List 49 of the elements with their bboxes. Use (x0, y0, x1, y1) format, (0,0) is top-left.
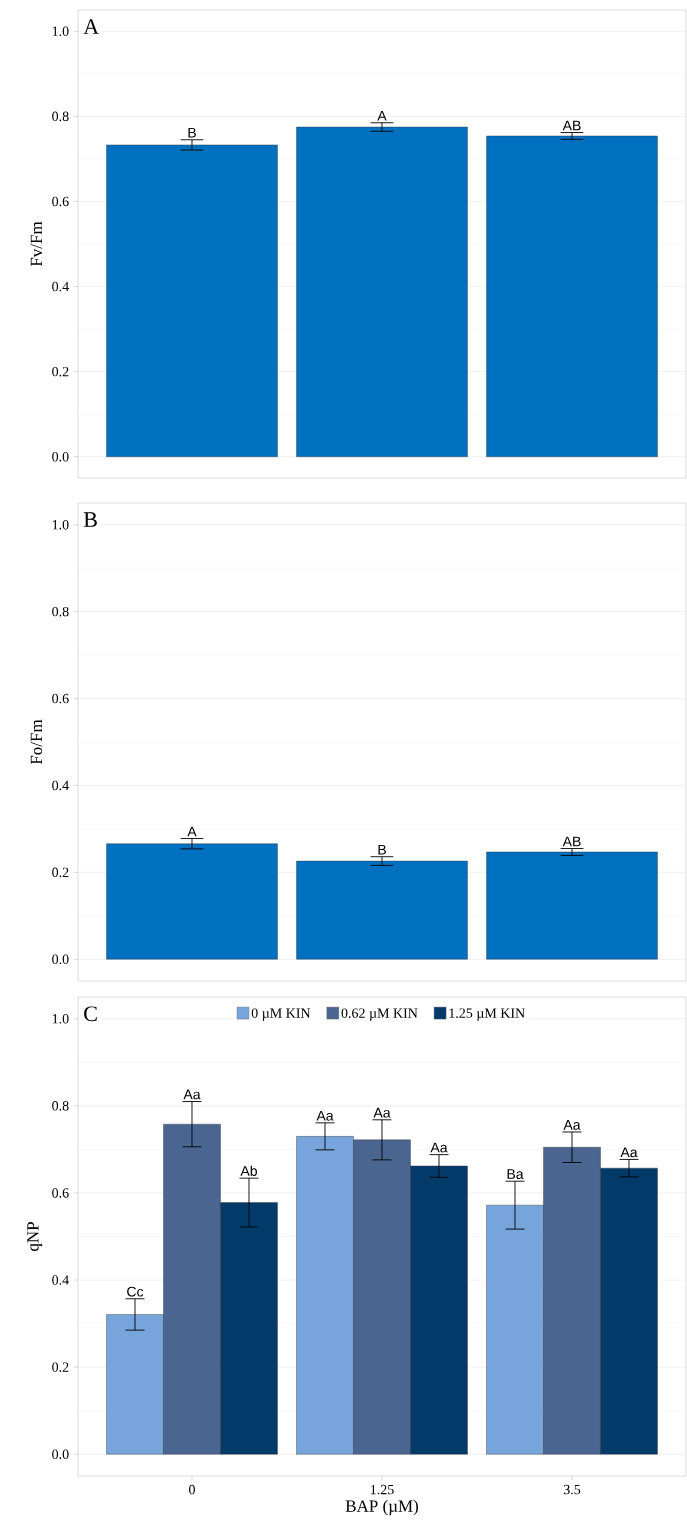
chart-title: A (83, 19, 99, 34)
legend-label: 0.62 µM KIN (341, 1008, 418, 1021)
annotation: Aa (430, 1142, 448, 1153)
annotation: Aa (620, 1147, 638, 1158)
annotation: AB (562, 836, 581, 847)
y-tick-label: 0.4 (52, 281, 69, 292)
y-tick-label: 1.0 (52, 26, 69, 37)
y-tick-label: 0.6 (52, 693, 69, 704)
annotation: B (378, 844, 386, 855)
y-tick-label: 0.2 (52, 867, 69, 878)
y-tick-label: 0.0 (52, 1449, 69, 1459)
annotation: Aa (373, 1107, 391, 1118)
y-tick-label: 0.6 (52, 1188, 69, 1198)
x-axis-title: BAP (µM) (345, 1499, 419, 1516)
annotation: Aa (183, 1089, 201, 1100)
y-tick-label: 0.2 (52, 1362, 69, 1372)
y-axis-title: Fv/Fm (30, 221, 43, 267)
y-tick-label: 0.0 (52, 451, 69, 462)
legend-label: 1.25 µM KIN (449, 1008, 525, 1021)
bar (486, 135, 658, 457)
y-tick-label: 0.8 (52, 111, 69, 122)
y-tick-label: 0.8 (52, 606, 69, 617)
annotation: A (187, 826, 197, 837)
chart-title: B (83, 512, 97, 527)
bar (296, 126, 468, 457)
y-tick-label: 0.2 (52, 366, 69, 377)
annotation: Aa (563, 1120, 581, 1130)
y-tick-label: 1.0 (52, 519, 69, 530)
legend-label: 0 µM KIN (251, 1008, 311, 1021)
y-tick-label: 0.4 (52, 780, 69, 791)
annotation: Cc (127, 1286, 144, 1297)
annotation: A (377, 110, 387, 121)
y-axis-title: qNP (27, 1222, 43, 1252)
y-tick-label: 0.8 (52, 1101, 69, 1111)
bar (106, 144, 278, 457)
chart-title: C (84, 1006, 97, 1022)
y-axis-title: Fo/Fm (30, 719, 43, 765)
annotation: Ba (507, 1169, 524, 1180)
annotation: Aa (316, 1110, 334, 1121)
y-tick-label: 1.0 (52, 1014, 69, 1024)
annotation: B (188, 127, 196, 138)
annotation: AB (562, 120, 581, 131)
y-tick-label: 0.0 (52, 954, 69, 965)
y-tick-label: 0.6 (52, 196, 69, 207)
x-tick-label: 3.5 (563, 1484, 581, 1495)
y-tick-label: 0.4 (52, 1275, 69, 1285)
x-tick-label: 1.25 (370, 1484, 394, 1495)
annotation: Ab (240, 1165, 257, 1176)
x-tick-label: 0 (189, 1484, 195, 1495)
